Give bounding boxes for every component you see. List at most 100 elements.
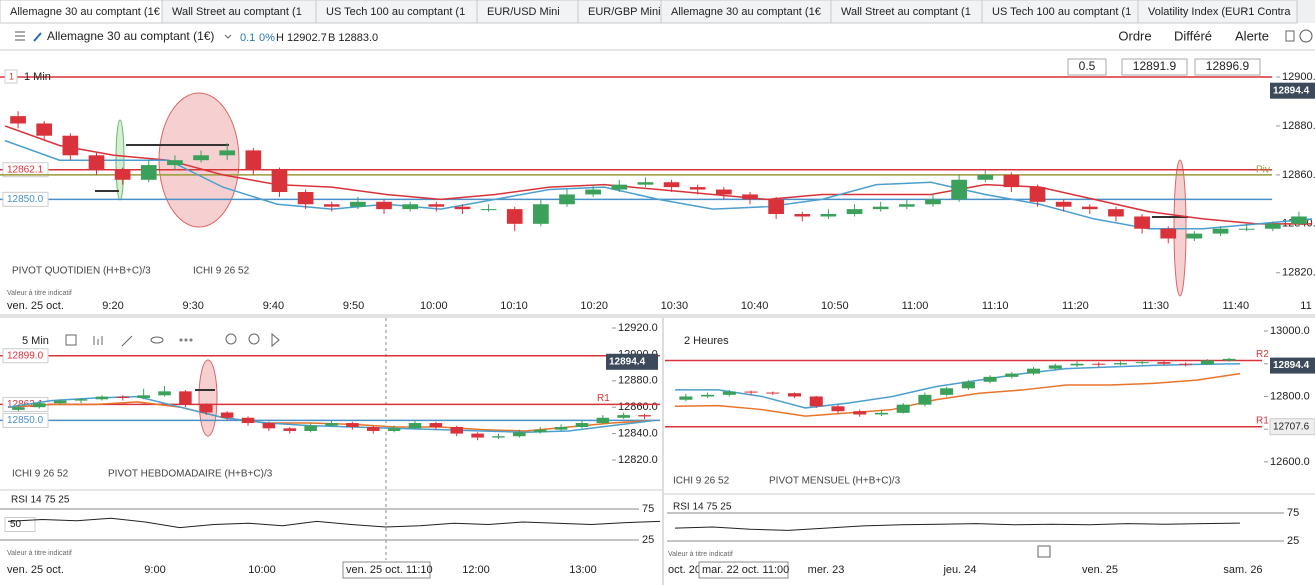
tab-label[interactable]: Wall Street au comptant (1 — [172, 6, 302, 18]
candle-body — [1092, 363, 1106, 365]
deferred-button[interactable]: Différé — [1174, 28, 1212, 43]
candle-body — [768, 199, 784, 215]
x-tick-label: mer. 23 — [808, 564, 845, 576]
indicator-label: PIVOT HEBDOMADAIRE (H+B+C)/3 — [108, 469, 273, 480]
candle-body — [366, 427, 380, 431]
candle-body — [1186, 233, 1203, 239]
tab-label[interactable]: Wall Street au comptant (1 — [841, 6, 971, 18]
candle-body — [1029, 187, 1046, 202]
rsi-line — [7, 517, 661, 529]
candle-body — [1291, 216, 1307, 224]
y-tick-label: 12860.0 — [618, 401, 658, 413]
price-input[interactable] — [1194, 58, 1261, 76]
candle-body — [245, 150, 262, 170]
indicator-line — [4, 125, 1312, 225]
x-tick-label: 13:00 — [569, 564, 597, 576]
tab-label[interactable]: EUR/USD Mini — [487, 6, 560, 18]
tab[interactable] — [1137, 0, 1298, 24]
price-input[interactable] — [1121, 58, 1188, 76]
indicator-label: PIVOT QUOTIDIEN (H+B+C)/3 — [12, 266, 151, 277]
tab-label[interactable]: US Tech 100 au comptant (1 — [326, 6, 465, 18]
x-tick-label: 10:20 — [580, 300, 608, 312]
x-tick-label: 9:40 — [263, 300, 284, 312]
level-label: 12850.0 — [7, 415, 44, 426]
toolbar[interactable] — [65, 332, 280, 348]
candle-body — [951, 179, 967, 200]
level-label: 12899.0 — [7, 350, 44, 361]
low: B 12883.0 — [328, 32, 378, 44]
candle-body — [1113, 363, 1127, 365]
tab-label[interactable]: Allemagne 30 au comptant (1€ — [10, 6, 160, 18]
y-tick-label: 12840.0 — [618, 428, 658, 440]
tab-label[interactable]: Allemagne 30 au comptant (1€ — [671, 6, 821, 18]
level-name: R1 — [1256, 415, 1269, 426]
date-label: ven. 25 oct. — [7, 300, 64, 312]
candle-body — [95, 396, 109, 400]
tab-label[interactable]: EUR/GBP Mini — [588, 6, 661, 18]
level-name: Piv — [1256, 165, 1270, 176]
candle-body — [898, 204, 915, 207]
candle-body — [454, 206, 471, 210]
level-badge — [2, 162, 49, 178]
copy-icon[interactable] — [1285, 30, 1295, 42]
cursor-label: ven. 25 oct. 11:10 — [346, 564, 433, 576]
candle-body — [742, 194, 758, 200]
tab-label[interactable]: Volatility Index (EUR1 Contra — [1148, 6, 1291, 18]
candle-body — [114, 169, 131, 180]
menu-icon[interactable] — [15, 31, 25, 41]
candle-body — [450, 427, 463, 434]
note: Valeur à titre indicatif — [7, 290, 72, 297]
candle-body — [1157, 362, 1171, 364]
candle-body — [1134, 216, 1150, 229]
candle-body — [716, 189, 732, 195]
candle-body — [701, 394, 715, 397]
level-name: R1 — [597, 393, 610, 404]
candle-body — [262, 423, 276, 429]
calendar-icon[interactable] — [1037, 545, 1051, 558]
drawn-lines — [95, 144, 1188, 391]
level-label: 12850.0 — [7, 194, 44, 205]
candle-body — [408, 423, 422, 429]
price-input[interactable] — [1067, 58, 1107, 76]
note: Valeur à titre indicatif — [7, 550, 72, 557]
candle-body — [193, 155, 209, 161]
note: Valeur à titre indicatif — [668, 551, 733, 558]
date-label: ven. 25 oct. — [7, 564, 64, 576]
level-label: 12707.6 — [1273, 421, 1310, 432]
candle-body — [513, 432, 526, 437]
tab-label[interactable]: US Tech 100 au comptant (1 — [992, 6, 1131, 18]
info-icon[interactable] — [1299, 29, 1313, 43]
dropdown[interactable] — [224, 34, 232, 39]
candle-body — [940, 388, 954, 395]
cursor-label: mar. 22 oct. 11:00 — [702, 564, 789, 576]
indicator-label: ICHI 9 26 52 — [193, 266, 250, 277]
y-tick-label: 12820.0 — [1282, 267, 1315, 279]
candle-body — [1081, 206, 1098, 210]
candle-body — [325, 423, 338, 426]
order-button[interactable]: Ordre — [1118, 28, 1151, 43]
candle-body — [1108, 209, 1124, 217]
candle-body — [116, 396, 130, 398]
x-tick-label: jeu. 24 — [942, 564, 976, 576]
x-tick-label: 11:10 — [982, 300, 1009, 312]
price-input-value[interactable]: 12891.9 — [1133, 59, 1177, 73]
candle-body — [1003, 174, 1020, 188]
candle-body — [1055, 201, 1072, 207]
draw-icon[interactable] — [33, 32, 42, 42]
candle-body — [977, 174, 994, 180]
x-tick-label: 11:30 — [1142, 300, 1169, 312]
y-tick-label: 12920.0 — [618, 322, 658, 334]
indicator-line — [4, 139, 1313, 230]
price-input-value[interactable]: 0.5 — [1079, 59, 1096, 73]
price-input-value[interactable]: 12896.9 — [1206, 59, 1250, 73]
alert-button[interactable]: Alerte — [1235, 28, 1269, 43]
rsi-title: RSI 14 75 25 — [11, 495, 70, 506]
candle-body — [744, 391, 758, 393]
candle-body — [402, 204, 419, 210]
candle-body — [137, 395, 150, 398]
candle-body — [1005, 373, 1019, 377]
candle-body — [874, 412, 888, 415]
candle-body — [1048, 365, 1062, 369]
indicator-label: PIVOT MENSUEL (H+B+C)/3 — [769, 476, 901, 487]
